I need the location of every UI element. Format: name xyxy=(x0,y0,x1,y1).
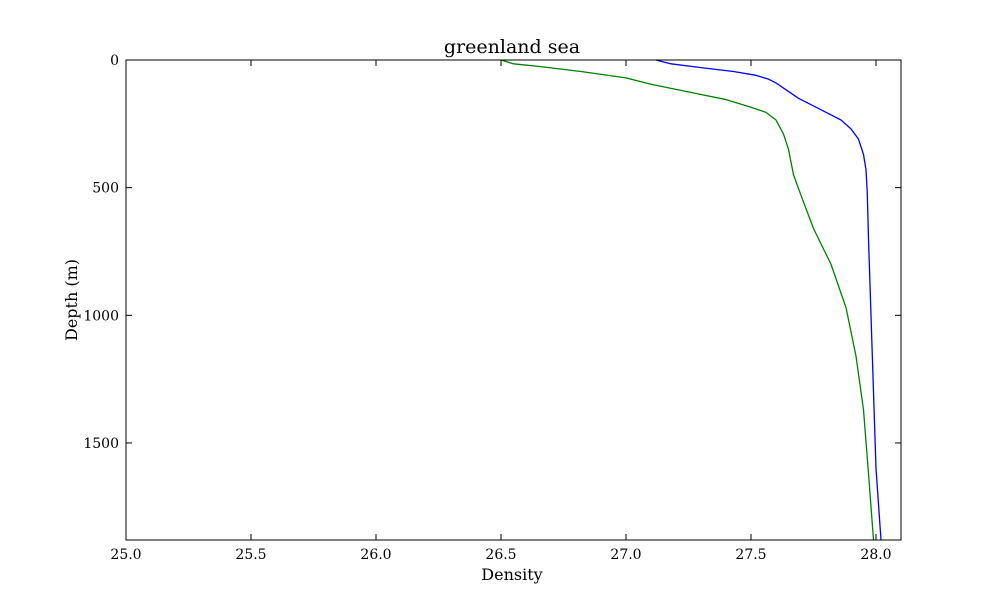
series-line-1 xyxy=(655,59,882,541)
plot-frame xyxy=(125,59,902,541)
x-tick-label: 25.5 xyxy=(235,547,266,563)
x-tick-label: 27.0 xyxy=(610,547,641,563)
x-axis-label: Density xyxy=(481,565,542,584)
x-tick-label: 25.0 xyxy=(110,547,141,563)
y-tick-label: 1000 xyxy=(83,308,119,324)
x-tick-label: 27.5 xyxy=(735,547,766,563)
x-tick-label: 26.5 xyxy=(485,547,516,563)
chart-title: greenland sea xyxy=(444,36,580,58)
x-tick-label: 26.0 xyxy=(360,547,391,563)
series-line-2 xyxy=(500,59,875,541)
x-tick-label: 28.0 xyxy=(860,547,891,563)
y-tick-label: 500 xyxy=(92,181,119,197)
y-tick-label: 0 xyxy=(110,53,119,69)
plot-area: 25.0 25.5 26.0 26.5 27.0 27.5 28.0 0 500 1000 1500 xyxy=(83,53,902,563)
y-axis-label: Depth (m) xyxy=(62,259,81,341)
y-tick-label: 1500 xyxy=(83,436,119,452)
